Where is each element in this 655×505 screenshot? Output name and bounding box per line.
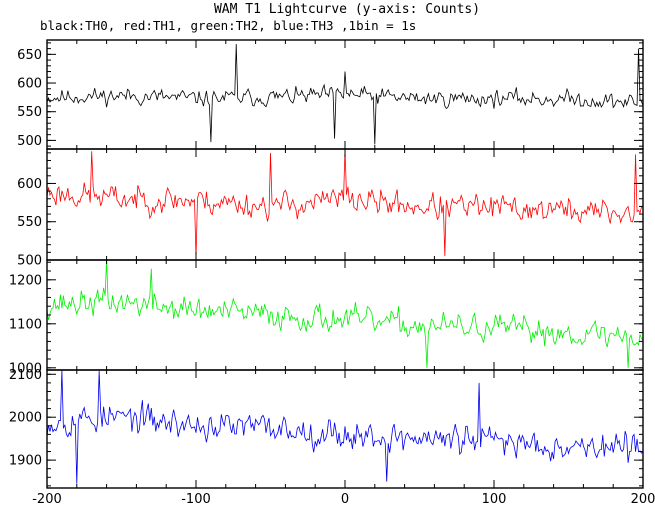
y-tick-label: 2000 — [9, 411, 42, 426]
panel-th1: 500 550 600 — [17, 148, 644, 269]
series-line-th0 — [47, 44, 643, 145]
figure-subtitle: black:TH0, red:TH1, green:TH2, blue:TH3 … — [40, 18, 416, 33]
y-tick-label: 1100 — [9, 317, 42, 332]
x-tick-label: 0 — [341, 492, 349, 505]
figure-title: WAM T1 Lightcurve (y-axis: Counts) — [214, 2, 480, 17]
x-tick-label: -100 — [181, 492, 211, 505]
y-tick-label: 500 — [17, 254, 42, 269]
x-axis: -200 -100 0 100 200 — [32, 492, 655, 505]
panel-frame — [46, 39, 644, 150]
y-tick-label: 1000 — [9, 361, 42, 376]
x-tick-label: -200 — [32, 492, 62, 505]
y-tick-label: 2100 — [9, 368, 42, 383]
y-tick-label: 1200 — [9, 273, 42, 288]
series-line-th1 — [47, 149, 643, 259]
y-tick-label: 600 — [17, 177, 42, 192]
y-tick-label: 500 — [17, 134, 42, 149]
y-tick-label: 1900 — [9, 454, 42, 469]
panels-group: 500 550 600 650 500 550 600 1000 1100 1200 1900 200… — [9, 39, 644, 489]
series-line-th3 — [47, 370, 643, 484]
panel-th0: 500 550 600 650 — [17, 39, 644, 150]
y-tick-label: 550 — [17, 215, 42, 230]
y-tick-label: 650 — [17, 48, 42, 63]
y-tick-label: 550 — [17, 105, 42, 120]
y-tick-label: 600 — [17, 77, 42, 92]
series-line-th2 — [47, 260, 643, 368]
x-tick-label: 100 — [482, 492, 507, 505]
x-tick-label: 200 — [631, 492, 655, 505]
panel-th2: 1000 1100 1200 — [9, 259, 644, 376]
panel-th3: 1900 2000 2100 — [9, 368, 644, 489]
